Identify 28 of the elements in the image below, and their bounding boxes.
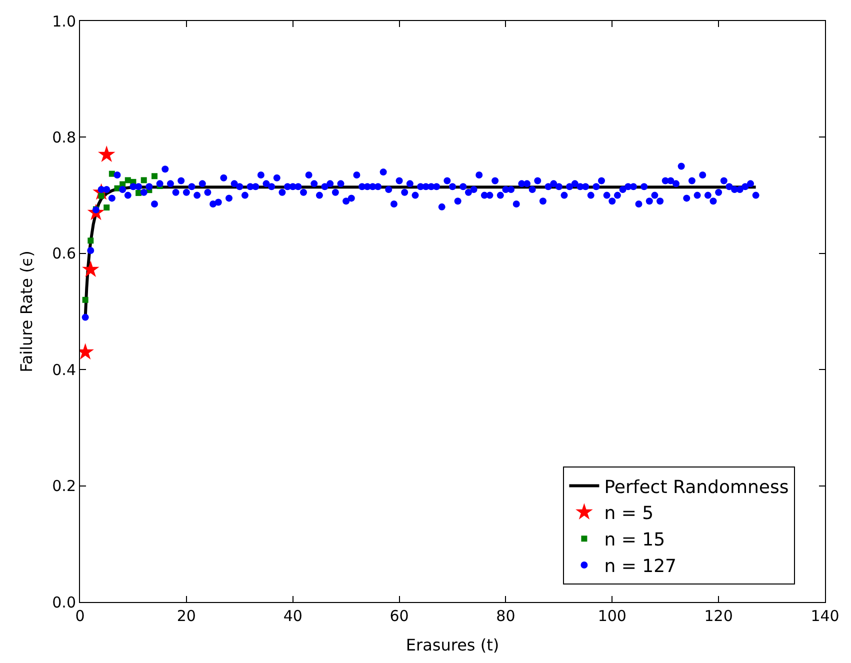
x-tick-label: 100 — [598, 607, 626, 625]
point — [98, 192, 104, 199]
point — [140, 177, 147, 184]
x-tick-label: 60 — [390, 607, 409, 625]
y-tick-label: 1.0 — [52, 12, 76, 30]
y-tick-label: 0.2 — [52, 477, 76, 496]
legend-label: n = 127 — [604, 556, 676, 577]
y-tick-label: 0.6 — [52, 244, 76, 263]
x-tick-label: 20 — [176, 607, 196, 625]
point — [82, 296, 88, 303]
y-axis-title: Failure Rate (ϵ) — [17, 250, 36, 372]
point — [82, 260, 100, 278]
x-tick-label: 40 — [283, 607, 302, 625]
point — [88, 238, 94, 244]
point — [152, 173, 158, 180]
legend-label: n = 5 — [604, 503, 654, 524]
y-tick-label: 0.8 — [52, 128, 76, 146]
point — [98, 146, 116, 162]
y-tick-label: 0.0 — [52, 593, 76, 612]
legend-label: n = 15 — [604, 530, 666, 551]
x-tick-label: 0 — [75, 607, 85, 625]
x-tick-label: 80 — [496, 607, 516, 625]
legend-label: Perfect Randomness — [604, 476, 789, 498]
x-tick-label: 140 — [810, 607, 840, 625]
x-axis-title: Erasures (t) — [406, 636, 500, 655]
y-tick-label: 0.4 — [52, 360, 76, 379]
x-tick-label: 120 — [704, 607, 733, 625]
point — [104, 204, 110, 210]
